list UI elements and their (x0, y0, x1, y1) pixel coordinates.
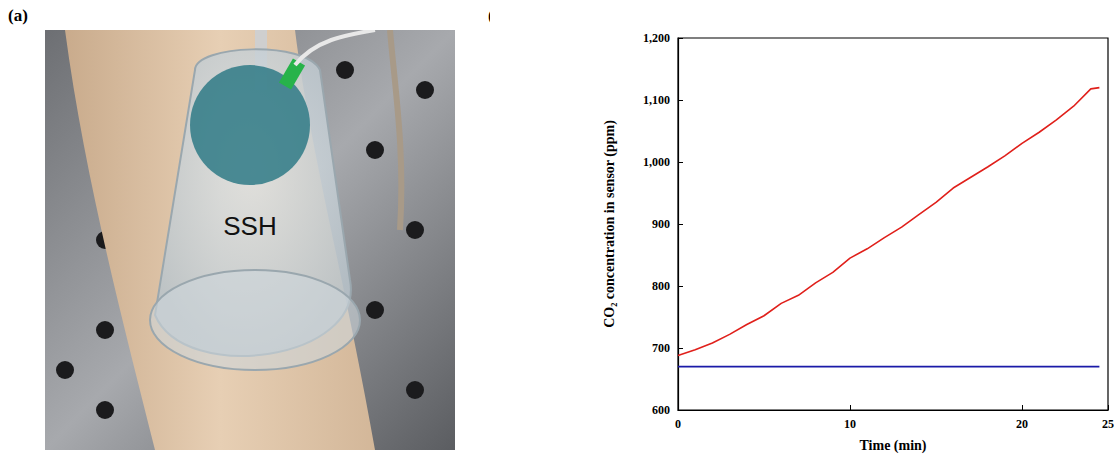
svg-text:25: 25 (1102, 417, 1114, 431)
svg-text:1,200: 1,200 (643, 31, 670, 45)
svg-text:CO₂ concentration in sensor (p: CO₂ concentration in sensor (ppm) (602, 120, 618, 328)
svg-text:700: 700 (652, 341, 670, 355)
svg-text:800: 800 (652, 279, 670, 293)
svg-text:20: 20 (1016, 417, 1028, 431)
html-text:(a): (a) (8, 6, 28, 25)
svg-text:1,000: 1,000 (643, 155, 670, 169)
svg-text:SSH: SSH (223, 211, 276, 241)
svg-text:600: 600 (652, 403, 670, 417)
svg-text:Time (min): Time (min) (859, 438, 926, 454)
svg-text:1,100: 1,100 (643, 93, 670, 107)
svg-text:900: 900 (652, 217, 670, 231)
html-text:(b): (b) (488, 6, 509, 25)
svg-text:0: 0 (675, 417, 681, 431)
svg-text:10: 10 (844, 417, 856, 431)
